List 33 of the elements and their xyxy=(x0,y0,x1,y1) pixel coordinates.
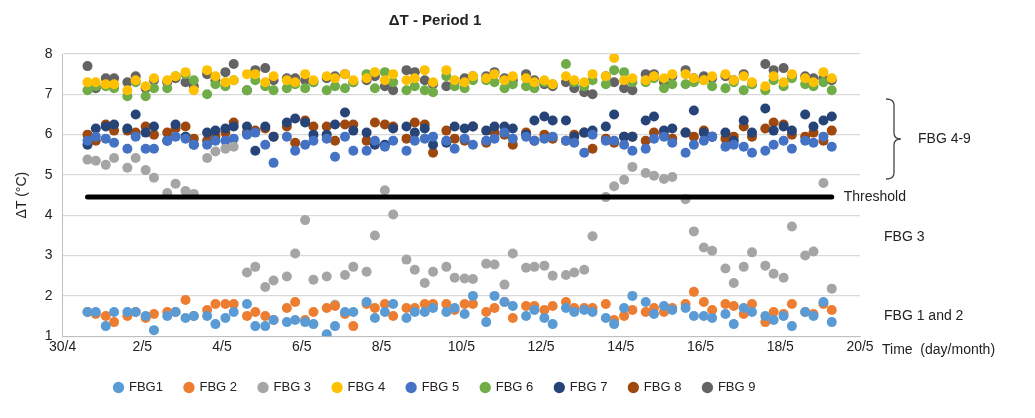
legend-label: FBG 3 xyxy=(273,379,312,395)
y-tick-label: 5 xyxy=(44,165,53,182)
text: FBG 3 xyxy=(884,228,925,245)
y-tick-label: 6 xyxy=(44,125,53,142)
y-tick-label: 2 xyxy=(44,286,53,303)
x-tick-label: 6/5 xyxy=(292,338,312,355)
legend-label: FBG1 xyxy=(129,379,163,395)
y-tick-label: 4 xyxy=(44,206,53,223)
x-tick-label: 12/5 xyxy=(527,338,555,355)
text: FBG 1 and 2 xyxy=(884,307,964,324)
legend-label: FBG 7 xyxy=(569,379,608,395)
x-tick-label: 16/5 xyxy=(686,338,715,355)
ref-line-label: Threshold xyxy=(843,187,907,204)
y-tick-label: 8 xyxy=(44,44,53,61)
x-tick-label: 10/5 xyxy=(447,338,476,355)
chart-title: ΔT - Period 1 xyxy=(388,11,482,29)
legend-label: FBG 2 xyxy=(199,379,238,395)
y-axis-title: ΔT (°C) xyxy=(13,171,30,219)
y-tick-label: 7 xyxy=(44,85,53,102)
legend-label: FBG 6 xyxy=(495,379,534,395)
y-tick-label: 3 xyxy=(44,246,53,263)
legend-label: FBG 9 xyxy=(717,379,756,395)
legend-label: FBG 4 xyxy=(347,379,386,395)
x-tick-label: 14/5 xyxy=(607,338,635,355)
x-tick-label: 18/5 xyxy=(766,338,795,355)
x-tick-label: 4/5 xyxy=(212,338,233,355)
x-axis-title: Time (day/month) xyxy=(882,341,996,358)
x-tick-label: 8/5 xyxy=(371,338,392,355)
x-tick-label: 2/5 xyxy=(132,338,153,355)
text: FBG 4-9 xyxy=(918,129,972,146)
legend-label: FBG 8 xyxy=(643,379,682,395)
legend-label: FBG 5 xyxy=(421,379,460,395)
x-tick-label: 20/5 xyxy=(846,338,874,355)
